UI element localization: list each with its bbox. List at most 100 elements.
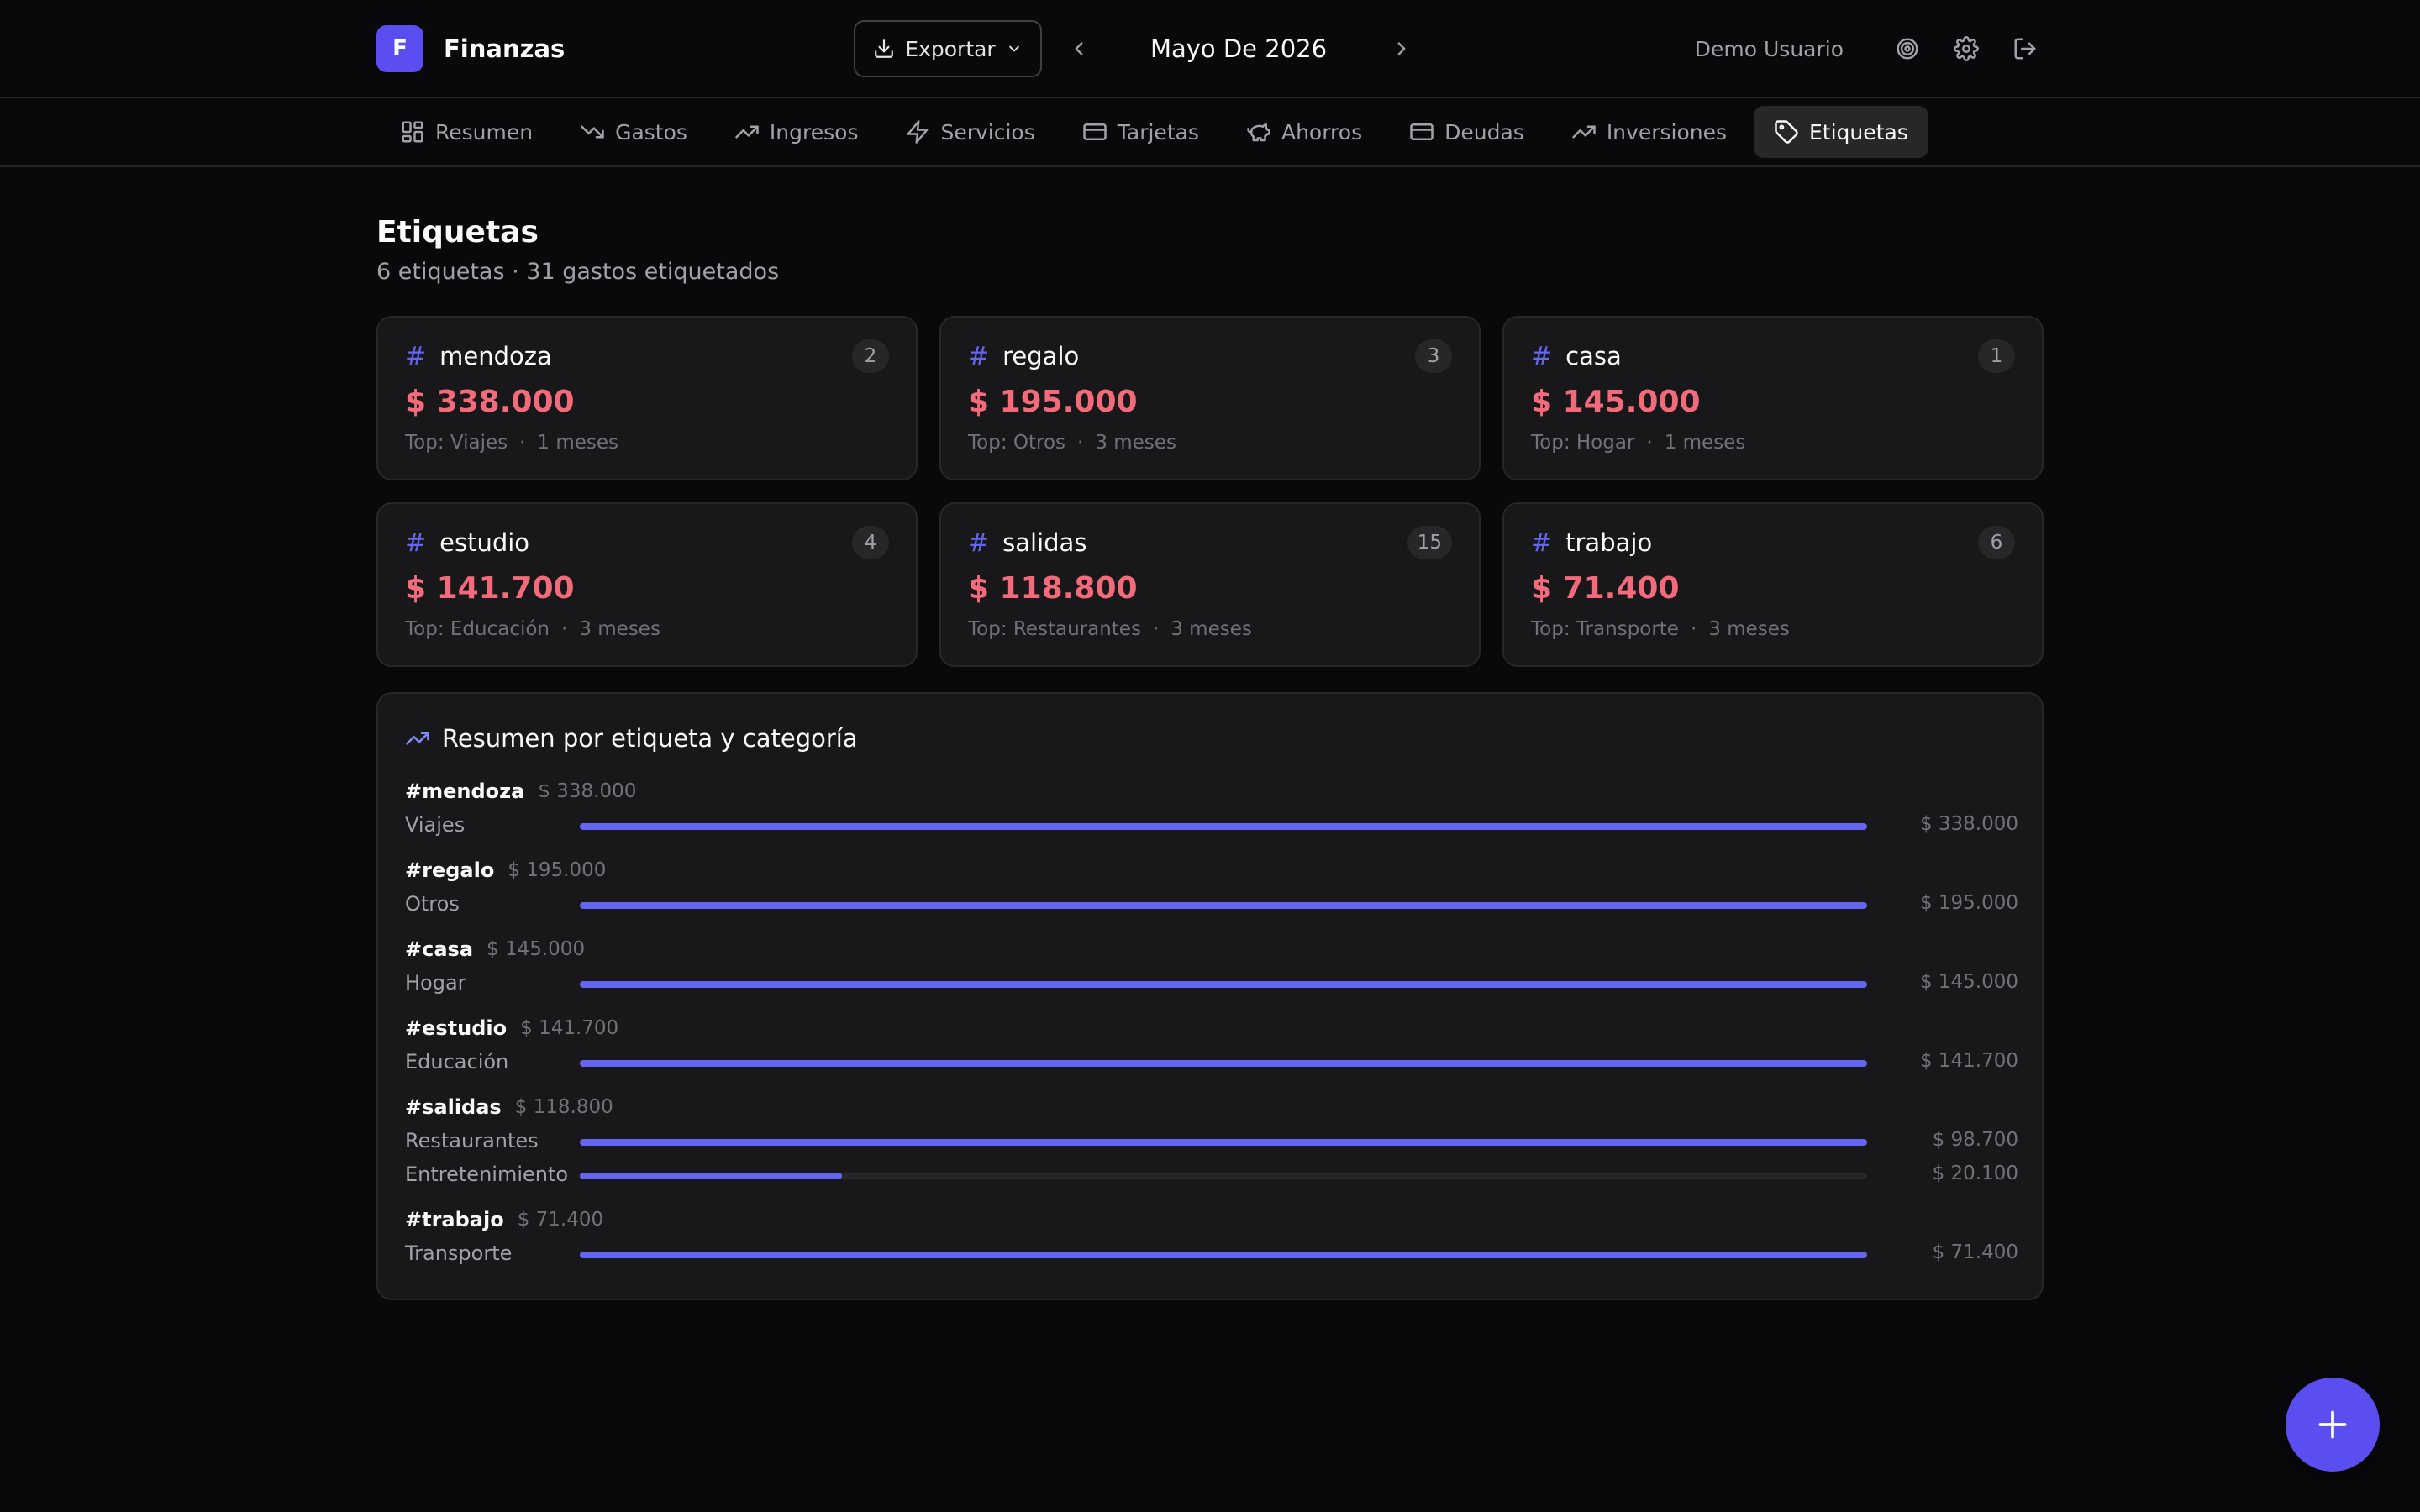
progress-track bbox=[580, 823, 1867, 830]
nav-item-label: Ingresos bbox=[769, 119, 859, 144]
page-title: Etiquetas bbox=[376, 215, 539, 249]
nav-item-tarjetas[interactable]: Tarjetas bbox=[1062, 106, 1219, 158]
group-tag: #trabajo bbox=[405, 1208, 504, 1231]
separator: · bbox=[1077, 432, 1084, 454]
nav-item-ahorros[interactable]: Ahorros bbox=[1226, 106, 1382, 158]
app-header: F Finanzas Exportar Mayo De 2026 Demo Us… bbox=[0, 0, 2420, 98]
tag-card-salidas[interactable]: # salidas 15 $ 118.800 Top: Restaurantes… bbox=[939, 502, 1481, 667]
months-count: 1 meses bbox=[537, 432, 619, 454]
summary-group-head: #salidas $ 118.800 bbox=[405, 1090, 2018, 1124]
export-label: Exportar bbox=[905, 36, 996, 61]
hash-icon: # bbox=[968, 528, 990, 558]
tag-card-regalo[interactable]: # regalo 3 $ 195.000 Top: Otros · 3 meses bbox=[939, 316, 1481, 480]
user-area: Demo Usuario bbox=[1695, 30, 2044, 67]
brand-logo: F bbox=[376, 25, 424, 72]
summary-group: #casa $ 145.000 Hogar $ 145.000 bbox=[405, 932, 2018, 1000]
tag-name: salidas bbox=[1002, 528, 1087, 557]
summary-title: Resumen por etiqueta y categoría bbox=[442, 724, 858, 753]
progress-fill bbox=[580, 981, 1867, 988]
top-category: Top: Educación bbox=[405, 618, 550, 640]
nav-item-etiquetas[interactable]: Etiquetas bbox=[1754, 106, 1928, 158]
progress-track bbox=[580, 1252, 1867, 1258]
tag-meta: Top: Educación · 3 meses bbox=[405, 618, 660, 640]
months-count: 1 meses bbox=[1664, 432, 1746, 454]
trending-up-icon bbox=[1571, 119, 1597, 144]
category-row: Restaurantes $ 98.700 bbox=[405, 1124, 2018, 1158]
progress-fill bbox=[580, 902, 1867, 909]
zap-icon bbox=[905, 119, 930, 144]
trending-up-icon bbox=[734, 119, 760, 144]
summary-group: #trabajo $ 71.400 Transporte $ 71.400 bbox=[405, 1203, 2018, 1270]
hash-icon: # bbox=[1531, 341, 1553, 371]
tag-name: trabajo bbox=[1565, 528, 1653, 557]
progress-track bbox=[580, 1173, 1867, 1179]
nav-item-inversiones[interactable]: Inversiones bbox=[1551, 106, 1747, 158]
nav-item-ingresos[interactable]: Ingresos bbox=[714, 106, 879, 158]
tag-name: casa bbox=[1565, 342, 1622, 370]
nav-item-servicios[interactable]: Servicios bbox=[885, 106, 1055, 158]
tag-name: mendoza bbox=[439, 342, 552, 370]
nav-item-label: Tarjetas bbox=[1117, 119, 1199, 144]
group-tag: #casa bbox=[405, 937, 474, 961]
nav-item-deudas[interactable]: Deudas bbox=[1389, 106, 1544, 158]
tag-name: regalo bbox=[1002, 342, 1080, 370]
nav-item-label: Resumen bbox=[435, 119, 534, 144]
progress-fill bbox=[580, 1060, 1867, 1067]
progress-fill bbox=[580, 1173, 842, 1179]
progress-track bbox=[580, 1139, 1867, 1146]
group-total: $ 338.000 bbox=[538, 780, 637, 802]
separator: · bbox=[1690, 618, 1697, 640]
target-icon[interactable] bbox=[1889, 30, 1926, 67]
nav-item-label: Etiquetas bbox=[1809, 119, 1908, 144]
piggy-bank-icon bbox=[1246, 119, 1271, 144]
hash-icon: # bbox=[405, 528, 427, 558]
count-badge: 2 bbox=[852, 339, 889, 373]
previous-month-button[interactable] bbox=[1062, 32, 1096, 66]
tag-meta: Top: Hogar · 1 meses bbox=[1531, 432, 1745, 454]
tag-icon bbox=[1774, 119, 1799, 144]
category-row: Educación $ 141.700 bbox=[405, 1045, 2018, 1079]
group-total: $ 195.000 bbox=[508, 859, 607, 881]
category-label: Viajes bbox=[405, 813, 466, 837]
tag-card-trabajo[interactable]: # trabajo 6 $ 71.400 Top: Transporte · 3 m… bbox=[1502, 502, 2044, 667]
count-badge: 6 bbox=[1978, 526, 2015, 559]
trending-down-icon bbox=[580, 119, 605, 144]
add-expense-button[interactable] bbox=[2286, 1378, 2380, 1472]
tag-meta: Top: Restaurantes · 3 meses bbox=[968, 618, 1252, 640]
nav-item-gastos[interactable]: Gastos bbox=[560, 106, 708, 158]
group-tag: #mendoza bbox=[405, 780, 525, 803]
category-amount: $ 195.000 bbox=[1919, 892, 2018, 914]
category-row: Entretenimiento $ 20.100 bbox=[405, 1158, 2018, 1191]
nav-item-resumen[interactable]: Resumen bbox=[380, 106, 553, 158]
summary-group-head: #estudio $ 141.700 bbox=[405, 1011, 2018, 1045]
top-category: Top: Viajes bbox=[405, 432, 508, 454]
separator: · bbox=[519, 432, 526, 454]
count-badge: 15 bbox=[1407, 526, 1452, 559]
tag-category-summary: Resumen por etiqueta y categoría #mendoz… bbox=[376, 692, 2044, 1300]
tag-card-casa[interactable]: # casa 1 $ 145.000 Top: Hogar · 1 meses bbox=[1502, 316, 2044, 480]
count-badge: 4 bbox=[852, 526, 889, 559]
user-name: Demo Usuario bbox=[1694, 36, 1844, 61]
summary-group: #regalo $ 195.000 Otros $ 195.000 bbox=[405, 853, 2018, 921]
category-row: Viajes $ 338.000 bbox=[405, 808, 2018, 842]
logout-icon[interactable] bbox=[2007, 30, 2044, 67]
tag-card-mendoza[interactable]: # mendoza 2 $ 338.000 Top: Viajes · 1 mese… bbox=[376, 316, 918, 480]
tag-card-estudio[interactable]: # estudio 4 $ 141.700 Top: Educación · 3 m… bbox=[376, 502, 918, 667]
months-count: 3 meses bbox=[1708, 618, 1790, 640]
category-row: Otros $ 195.000 bbox=[405, 887, 2018, 921]
chevron-left-icon bbox=[1068, 38, 1090, 60]
brand[interactable]: F Finanzas bbox=[376, 25, 565, 72]
tag-amount: $ 118.800 bbox=[968, 571, 1138, 606]
progress-fill bbox=[580, 1252, 1867, 1258]
gear-icon[interactable] bbox=[1948, 30, 1985, 67]
tag-cards-grid: # mendoza 2 $ 338.000 Top: Viajes · 1 mese… bbox=[376, 316, 2044, 667]
hash-icon: # bbox=[1531, 528, 1553, 558]
next-month-button[interactable] bbox=[1385, 32, 1418, 66]
export-button[interactable]: Exportar bbox=[854, 20, 1042, 77]
brand-name: Finanzas bbox=[444, 34, 566, 63]
separator: · bbox=[1646, 432, 1653, 454]
top-category: Top: Restaurantes bbox=[968, 618, 1141, 640]
tag-name: estudio bbox=[439, 528, 530, 557]
summary-group: #mendoza $ 338.000 Viajes $ 338.000 bbox=[405, 774, 2018, 842]
category-amount: $ 71.400 bbox=[1932, 1242, 2018, 1263]
